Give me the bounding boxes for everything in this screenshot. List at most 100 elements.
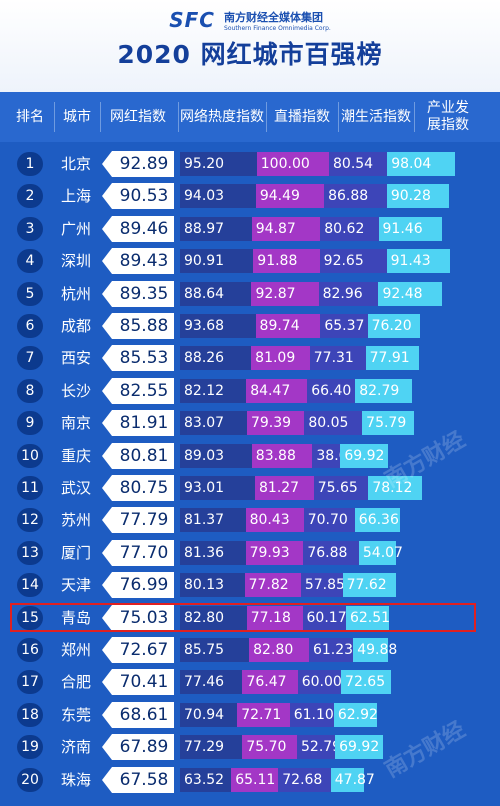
score-tag-fill (102, 475, 174, 501)
bar-live: 91.88 (253, 249, 320, 274)
table-row: 12 苏州 77.79 81.37 80.43 70.70 66.36 (0, 506, 500, 534)
bar-industry: 91.46 (378, 216, 442, 241)
brand-text: 南方财经全媒体集团 Southern Finance Omnimedia Cor… (224, 9, 331, 32)
bar-online: 80.13 (180, 573, 245, 598)
table-row: 14 天津 76.99 80.13 77.82 57.85 77.62 (0, 571, 500, 599)
score-tag-shape (102, 377, 174, 404)
bar-trend: 52.79 (297, 735, 341, 760)
city-name: 南京 (60, 414, 91, 433)
rank-badge: 7 (17, 346, 43, 371)
city-name: 济南 (60, 738, 91, 757)
bar-live: 94.87 (251, 216, 321, 241)
header-divider (100, 102, 101, 132)
bar-live: 81.09 (251, 346, 310, 371)
city-name: 广州 (60, 219, 91, 238)
score-value: 72.67 (119, 640, 169, 660)
score-tag-shape (102, 734, 174, 761)
bar-live: 83.88 (251, 443, 313, 468)
bar-online: 93.68 (180, 314, 256, 338)
bar-trend: 92.65 (319, 249, 387, 274)
score-tag-shape (102, 280, 174, 307)
bar-online: 83.07 (180, 411, 247, 436)
city-name: 珠海 (60, 770, 91, 789)
score-tag-shape (102, 410, 174, 437)
table-row: 6 成都 85.88 93.68 89.74 65.37 76.20 (0, 312, 500, 340)
bar-industry: 92.48 (378, 281, 443, 306)
score-tag-shape (102, 507, 174, 534)
score-cell: 92.89 (102, 151, 174, 177)
bar-industry: 66.36 (354, 508, 401, 533)
bar-industry: 47.87 (330, 767, 375, 792)
rank-badge: 19 (17, 735, 43, 760)
bar-industry: 76.20 (367, 314, 421, 338)
header-rank: 排名 (16, 108, 44, 125)
rank-badge: 14 (17, 573, 43, 598)
table-row: 3 广州 89.46 88.97 94.87 80.62 91.46 (0, 215, 500, 243)
score-value: 90.53 (119, 186, 169, 207)
bar-industry: 69.92 (335, 735, 384, 760)
header-industry: 产业发展指数 (427, 100, 469, 133)
brand-logo: SFC (169, 8, 215, 32)
score-cell: 89.43 (102, 248, 174, 275)
bar-live: 72.71 (237, 702, 290, 727)
brand-name-cn: 南方财经全媒体集团 (224, 10, 324, 24)
rank-badge: 18 (17, 702, 43, 727)
rank-badge: 6 (17, 314, 43, 338)
score-cell: 67.89 (102, 734, 174, 761)
bar-live: 92.87 (251, 281, 319, 306)
bar-trend: 76.88 (303, 540, 359, 565)
bar-industry: 98.04 (387, 152, 455, 176)
score-tag-shape (102, 669, 174, 696)
bar-online: 77.29 (180, 735, 243, 760)
rank-badge: 8 (17, 378, 43, 403)
rank-badge: 11 (17, 476, 43, 500)
score-tag-fill (102, 151, 174, 177)
score-tag-shape (102, 215, 174, 242)
bar-industry: 78.12 (368, 476, 423, 500)
table-row: 5 杭州 89.35 88.64 92.87 82.96 92.48 (0, 280, 500, 308)
bar-online: 81.37 (180, 508, 246, 533)
bar-online: 81.36 (180, 540, 246, 565)
header-online: 网络热度指数 (180, 108, 264, 125)
bar-online: 82.80 (180, 605, 247, 630)
bar-online: 88.97 (180, 216, 252, 241)
table-row: 4 深圳 89.43 90.91 91.88 92.65 91.43 (0, 247, 500, 275)
table-row: 20 珠海 67.58 63.52 65.11 72.68 47.87 (0, 766, 500, 794)
score-cell: 77.79 (102, 507, 174, 534)
score-value: 81.91 (119, 413, 169, 434)
bar-live: 84.47 (246, 378, 308, 403)
table-row: 10 重庆 80.81 89.03 83.88 38.69 69.92 (0, 442, 500, 470)
score-value: 89.46 (119, 218, 169, 239)
score-tag-shape (102, 572, 174, 599)
city-name: 天津 (60, 576, 91, 595)
bar-live: 77.18 (246, 605, 303, 630)
bar-trend: 70.70 (303, 508, 355, 533)
bar-industry: 91.43 (386, 249, 450, 274)
score-tag-shape (102, 442, 174, 469)
rank-badge: 3 (17, 216, 43, 241)
bar-live: 76.47 (242, 670, 298, 695)
score-value: 67.58 (119, 769, 169, 790)
score-cell: 80.75 (102, 475, 174, 501)
header-divider (178, 102, 179, 132)
bar-online: 85.75 (180, 638, 250, 662)
city-name: 苏州 (60, 511, 91, 530)
bar-trend: 80.54 (329, 152, 388, 176)
city-name: 上海 (60, 187, 91, 206)
bar-trend: 80.62 (320, 216, 379, 241)
score-cell: 76.99 (102, 572, 174, 599)
bar-online: 90.91 (180, 249, 254, 274)
score-tag-shape (102, 151, 174, 177)
score-value: 89.35 (119, 283, 169, 304)
bar-industry: 62.92 (333, 702, 378, 727)
score-value: 70.41 (119, 672, 169, 693)
city-name: 合肥 (60, 673, 91, 692)
bar-online: 94.03 (180, 184, 256, 209)
bar-trend: 66.40 (307, 378, 356, 403)
table-row: 17 合肥 70.41 77.46 76.47 60.00 72.65 (0, 668, 500, 696)
bar-trend: 82.96 (318, 281, 379, 306)
bar-online: 89.03 (180, 443, 252, 468)
score-tag-fill (102, 410, 174, 437)
score-tag-fill (102, 637, 174, 663)
